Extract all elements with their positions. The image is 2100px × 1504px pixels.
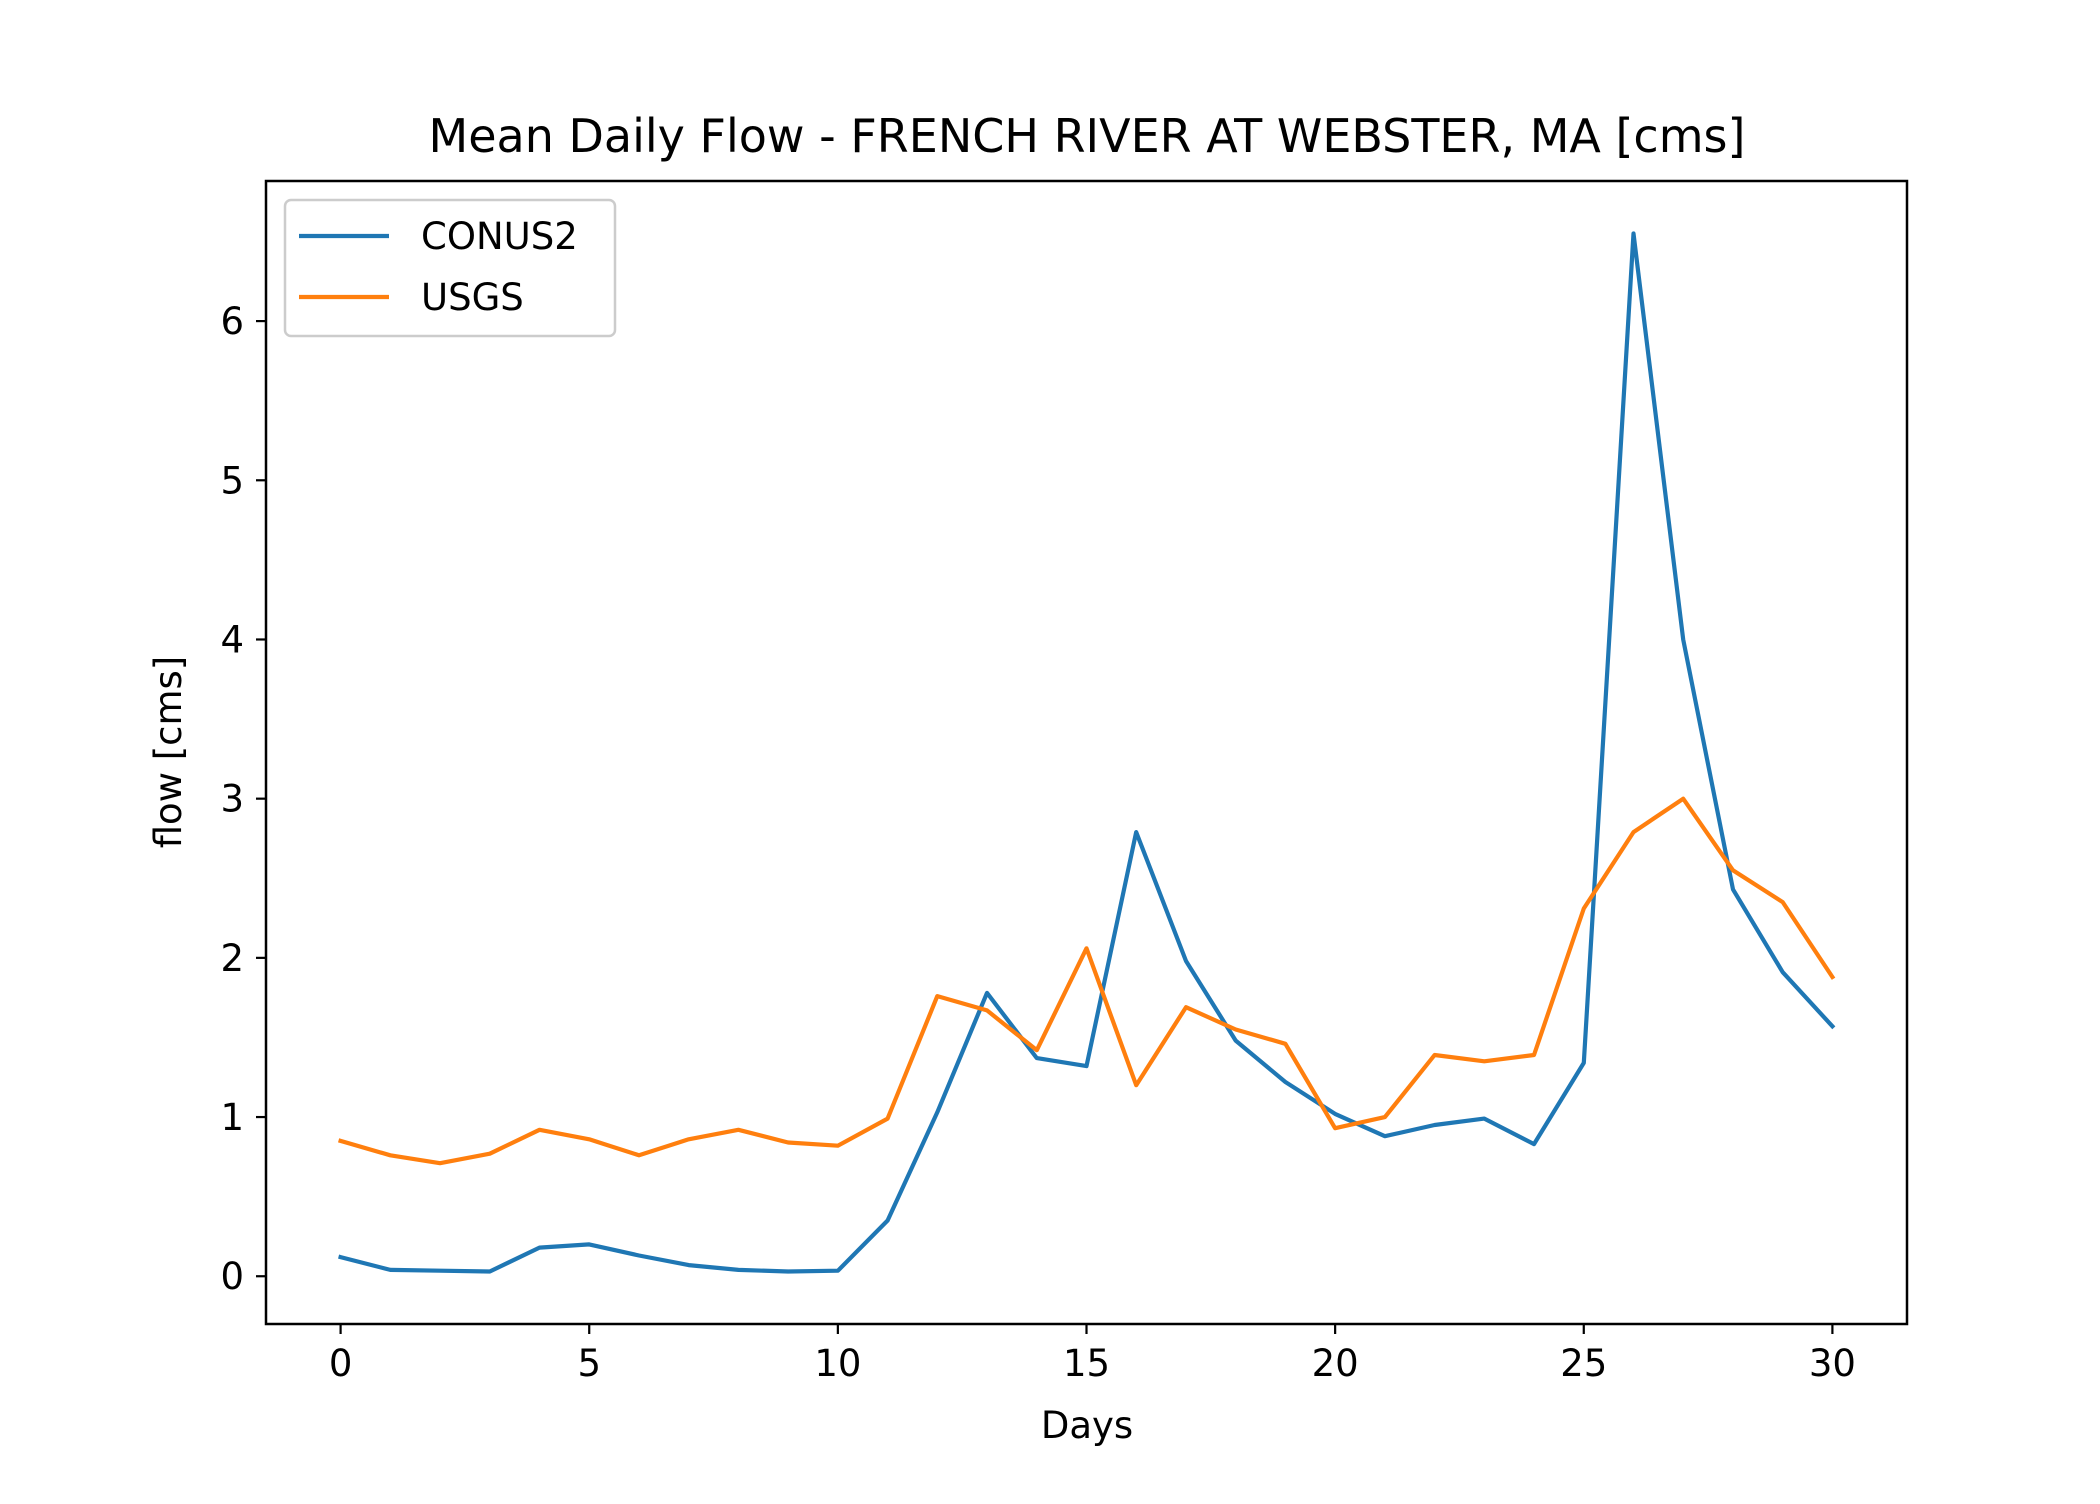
y-tick-label: 5 xyxy=(220,459,244,502)
x-tick-label: 25 xyxy=(1560,1342,1607,1385)
plot-lines xyxy=(337,231,1836,1274)
y-axis-ticks: 0 1 2 3 4 5 6 xyxy=(220,300,266,1298)
x-tick-label: 5 xyxy=(577,1342,601,1385)
y-axis-label: flow [cms] xyxy=(147,656,190,849)
x-axis-ticks: 0 5 10 15 20 25 30 xyxy=(329,1324,1856,1385)
y-tick-label: 0 xyxy=(220,1255,244,1298)
x-tick-label: 20 xyxy=(1312,1342,1359,1385)
y-tick-label: 3 xyxy=(220,778,244,821)
y-tick-label: 6 xyxy=(220,300,244,343)
x-tick-label: 0 xyxy=(329,1342,353,1385)
legend: CONUS2 USGS xyxy=(283,198,617,338)
y-tick-label: 1 xyxy=(220,1096,244,1139)
legend-label-usgs: USGS xyxy=(421,276,524,319)
x-tick-label: 10 xyxy=(814,1342,861,1385)
x-tick-label: 30 xyxy=(1809,1342,1856,1385)
y-tick-label: 4 xyxy=(220,618,244,661)
legend-label-conus2: CONUS2 xyxy=(421,215,578,258)
chart-title: Mean Daily Flow - FRENCH RIVER AT WEBSTE… xyxy=(429,109,1746,163)
axes-frame xyxy=(264,179,1909,1326)
series-line-usgs xyxy=(337,796,1836,1166)
x-axis-label: Days xyxy=(1041,1404,1133,1447)
series-line-conus2 xyxy=(338,231,1836,1274)
y-tick-label: 2 xyxy=(220,937,244,980)
x-tick-label: 15 xyxy=(1063,1342,1110,1385)
